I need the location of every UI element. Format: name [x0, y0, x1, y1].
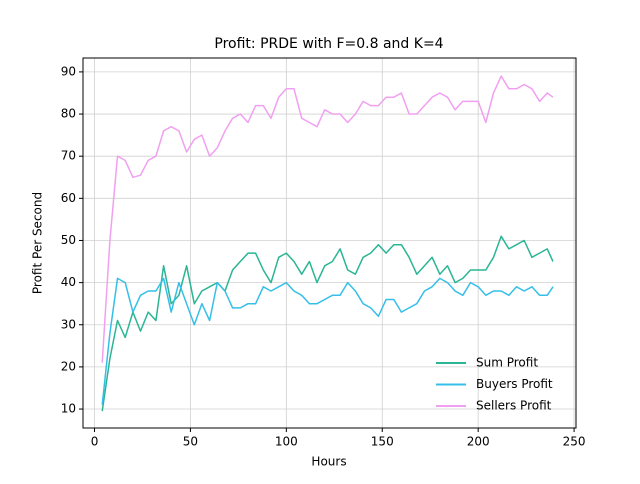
x-tick-label: 100 [275, 435, 298, 449]
y-tick-label: 80 [61, 107, 76, 121]
chart-title: Profit: PRDE with F=0.8 and K=4 [214, 36, 443, 52]
y-tick-label: 30 [61, 317, 76, 331]
y-tick-label: 40 [61, 275, 76, 289]
legend-label: Sellers Profit [476, 399, 552, 413]
x-tick-label: 50 [183, 435, 198, 449]
x-tick-label: 250 [563, 435, 586, 449]
data-line [101, 235, 554, 412]
data-line [101, 75, 554, 363]
y-tick-label: 60 [61, 191, 76, 205]
y-tick-label: 50 [61, 233, 76, 247]
x-axis-label: Hours [311, 455, 346, 469]
y-tick-label: 20 [61, 359, 76, 373]
y-tick-label: 10 [61, 402, 76, 416]
legend-label: Buyers Profit [476, 377, 553, 391]
y-tick-label: 70 [61, 149, 76, 163]
legend-label: Sum Profit [476, 356, 538, 370]
y-tick-label: 90 [61, 64, 76, 78]
plot-frame [82, 57, 577, 429]
x-tick-label: 0 [91, 435, 99, 449]
y-axis-label: Profit Per Second [31, 192, 45, 294]
x-tick-label: 150 [371, 435, 394, 449]
x-tick-label: 200 [467, 435, 490, 449]
data-line [101, 277, 554, 405]
